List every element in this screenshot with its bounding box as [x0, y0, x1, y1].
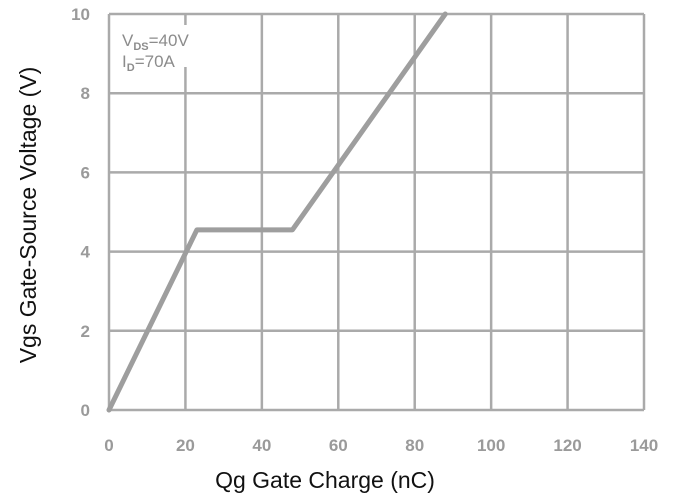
annotation-label-1: ID=70A — [122, 52, 176, 74]
x-axis-title: Qg Gate Charge (nC) — [215, 467, 435, 493]
x-tick-label-1: 20 — [176, 436, 195, 455]
x-tick-label-3: 60 — [329, 436, 348, 455]
y-tick-labels: 0 2 4 6 8 10 — [71, 5, 90, 420]
x-tick-label-0: 0 — [104, 436, 113, 455]
x-tick-label-5: 100 — [477, 436, 505, 455]
y-tick-label-1: 2 — [81, 322, 90, 341]
y-tick-label-0: 0 — [81, 401, 90, 420]
grid-lines — [107, 12, 646, 412]
x-tick-label-4: 80 — [405, 436, 424, 455]
x-tick-label-6: 120 — [553, 436, 581, 455]
y-tick-label-5: 10 — [71, 5, 90, 24]
series-line-0 — [106, 11, 448, 413]
x-tick-label-2: 40 — [252, 436, 271, 455]
annotation-background — [118, 25, 216, 67]
x-tick-label-7: 140 — [630, 436, 658, 455]
y-axis-title: Vgs Gate-Source Voltage (V) — [15, 67, 41, 364]
y-tick-label-4: 8 — [81, 84, 90, 103]
x-tick-labels: 0 20 40 60 80 100 120 140 — [104, 436, 658, 455]
y-tick-label-2: 4 — [81, 243, 91, 262]
series-layer — [106, 11, 448, 413]
annotation-label-0: VDS=40V — [122, 31, 189, 53]
y-tick-label-3: 6 — [81, 163, 90, 182]
